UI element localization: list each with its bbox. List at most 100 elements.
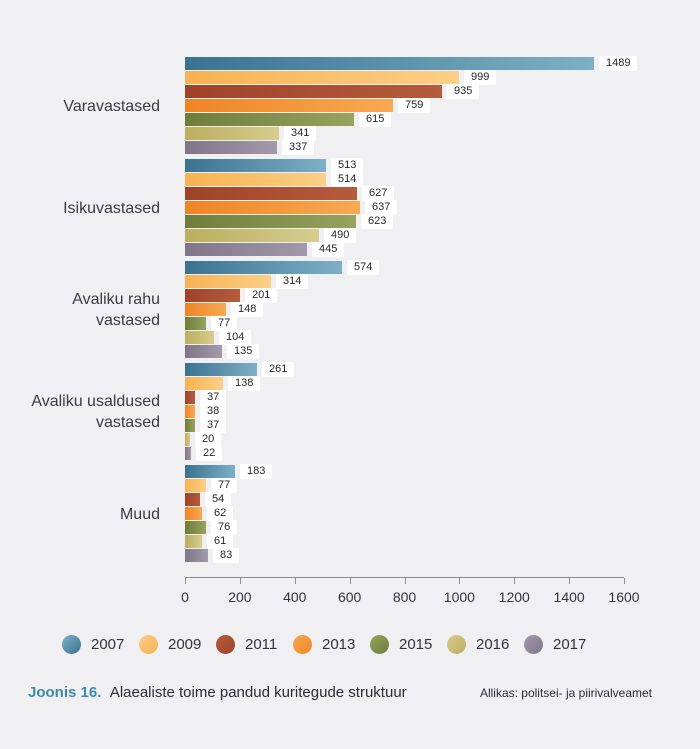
axis-tick — [569, 578, 571, 584]
axis-tick — [624, 578, 625, 584]
axis-tick — [514, 578, 516, 584]
legend-swatch-icon — [370, 635, 389, 654]
category-group: Avaliku usaldused vastased 261 138 37 38 37 20 2… — [0, 362, 700, 461]
category-label: Muud — [0, 465, 185, 563]
bar-stack: 183 77 54 62 76 61 83 — [185, 464, 700, 563]
bar-row: 314 — [185, 274, 700, 289]
bar-row: 77 — [185, 478, 700, 493]
legend-swatch-icon — [447, 635, 466, 654]
bar-value-label: 54 — [205, 492, 232, 507]
legend-swatch-icon — [139, 635, 158, 654]
axis-tick-label: 1000 — [443, 589, 475, 605]
bar-row: 445 — [185, 242, 700, 257]
legend-label: 2007 — [91, 636, 125, 653]
bar-value-label: 77 — [211, 478, 238, 493]
bar-2015 — [185, 521, 206, 534]
bar-row: 37 — [185, 390, 700, 405]
bar-value-label: 135 — [227, 344, 260, 359]
bar-row: 490 — [185, 228, 700, 243]
bar-2007 — [185, 57, 594, 70]
axis-tick-label: 1200 — [498, 589, 530, 605]
bar-row: 337 — [185, 140, 700, 155]
axis-tick — [404, 578, 406, 584]
axis-tick-label: 1600 — [608, 589, 640, 605]
legend-label: 2016 — [476, 636, 510, 653]
category-group: Varavastased 1489 999 935 759 615 341 337 — [0, 56, 700, 155]
bar-2013 — [185, 201, 360, 214]
bar-2009 — [185, 479, 206, 492]
bar-2013 — [185, 303, 226, 316]
bar-2011 — [185, 493, 200, 506]
bar-row: 574 — [185, 260, 700, 275]
bar-value-label: 490 — [324, 228, 357, 243]
bar-2017 — [185, 243, 307, 256]
bar-value-label: 20 — [195, 432, 222, 447]
bar-value-label: 201 — [245, 288, 278, 303]
bar-value-label: 38 — [200, 404, 227, 419]
bar-2013 — [185, 405, 195, 418]
bar-value-label: 138 — [228, 376, 261, 391]
bar-row: 615 — [185, 112, 700, 127]
category-group: Muud 183 77 54 62 76 61 83 — [0, 464, 700, 563]
bar-row: 513 — [185, 158, 700, 173]
bar-2013 — [185, 507, 202, 520]
category-label-line: Muud — [119, 505, 160, 523]
bar-row: 201 — [185, 288, 700, 303]
axis-tick-label: 600 — [337, 589, 362, 605]
bar-2016 — [185, 433, 190, 446]
bar-2009 — [185, 71, 459, 84]
bar-row: 76 — [185, 520, 700, 535]
axis-tick-label: 0 — [181, 589, 189, 605]
bar-row: 38 — [185, 404, 700, 419]
category-group: Isikuvastased 513 514 627 637 623 490 445 — [0, 158, 700, 257]
legend-swatch-icon — [216, 635, 235, 654]
axis-tick — [239, 578, 241, 584]
bar-value-label: 623 — [361, 214, 394, 229]
legend-swatch-icon — [62, 635, 81, 654]
bar-value-label: 574 — [347, 260, 380, 275]
figure-title: Alaealiste toime pandud kuritegude struk… — [109, 684, 407, 701]
bar-2007 — [185, 465, 235, 478]
legend-label: 2011 — [245, 636, 278, 653]
bar-value-label: 183 — [240, 464, 273, 479]
bar-row: 83 — [185, 548, 700, 563]
bar-value-label: 759 — [398, 98, 431, 113]
category-label-line: Isikuvastased — [63, 199, 160, 217]
bar-row: 54 — [185, 492, 700, 507]
bar-row: 637 — [185, 200, 700, 215]
category-group: Avaliku rahu vastased 574 314 201 148 77 104 135 — [0, 260, 700, 359]
bar-2013 — [185, 99, 393, 112]
category-label-line: Varavastased — [63, 97, 160, 115]
bar-2011 — [185, 187, 357, 200]
bar-value-label: 22 — [196, 446, 223, 461]
axis-tick — [294, 578, 296, 584]
bar-2007 — [185, 261, 342, 274]
bar-row: 104 — [185, 330, 700, 345]
bar-row: 148 — [185, 302, 700, 317]
bar-2011 — [185, 85, 442, 98]
category-label-line: Avaliku rahu — [72, 291, 160, 308]
bar-2016 — [185, 127, 279, 140]
bar-stack: 261 138 37 38 37 20 22 — [185, 362, 700, 461]
bar-row: 623 — [185, 214, 700, 229]
bar-2017 — [185, 549, 208, 562]
bar-value-label: 935 — [447, 84, 480, 99]
axis-tick — [459, 578, 461, 584]
bar-2011 — [185, 289, 240, 302]
axis-tick — [185, 578, 186, 584]
legend-label: 2015 — [399, 636, 433, 653]
bar-value-label: 514 — [331, 172, 364, 187]
bar-value-label: 62 — [207, 506, 234, 521]
bar-value-label: 999 — [464, 70, 497, 85]
bar-row: 183 — [185, 464, 700, 479]
bar-2007 — [185, 363, 257, 376]
bar-2009 — [185, 275, 271, 288]
bar-2016 — [185, 535, 202, 548]
bar-2015 — [185, 215, 356, 228]
legend-swatch-icon — [293, 635, 312, 654]
bar-2017 — [185, 141, 277, 154]
bar-row: 37 — [185, 418, 700, 433]
figure-caption: Joonis 16. Alaealiste toime pandud kurit… — [28, 684, 652, 702]
bar-row: 935 — [185, 84, 700, 99]
